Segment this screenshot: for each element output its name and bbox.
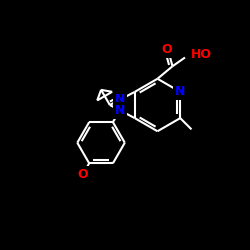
Text: HO: HO — [190, 48, 212, 62]
Text: N: N — [114, 104, 125, 117]
Text: O: O — [78, 168, 88, 180]
Text: O: O — [161, 43, 172, 56]
Text: N: N — [114, 93, 125, 106]
Text: N: N — [175, 86, 186, 98]
